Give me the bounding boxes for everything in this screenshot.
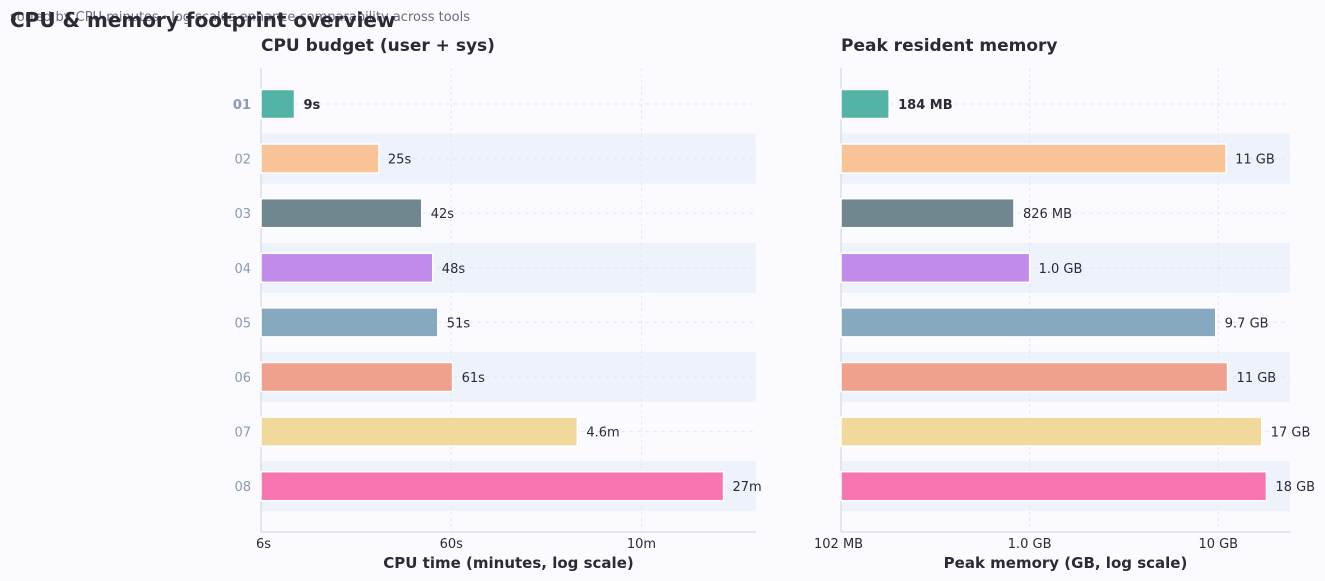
bar	[840, 197, 1015, 229]
category-label: 06	[234, 371, 251, 386]
value-label: 61s	[462, 371, 486, 386]
value-label: 48s	[442, 262, 466, 277]
chart-title: CPU & memory footprint overview	[10, 8, 396, 32]
bar	[840, 361, 1229, 393]
bar	[840, 88, 890, 120]
value-label: 9s	[303, 98, 320, 113]
bar	[260, 361, 454, 393]
value-label: 17 GB	[1271, 426, 1311, 441]
bar	[840, 470, 1268, 502]
bar	[260, 470, 725, 502]
x-tick-label: 6s	[256, 537, 271, 552]
bar	[260, 197, 423, 229]
value-label: 27m	[733, 480, 762, 495]
value-label: 4.6m	[586, 426, 619, 441]
x-tick-label: 60s	[440, 537, 464, 552]
category-label: 03	[234, 207, 251, 222]
bar	[260, 143, 380, 174]
value-label: 18 GB	[1275, 480, 1315, 495]
category-label: 02	[234, 153, 251, 168]
panel-title: Peak resident memory	[841, 36, 1058, 56]
value-label: 42s	[431, 207, 455, 222]
x-tick-label: 102 MB	[814, 537, 863, 552]
value-label: 25s	[388, 153, 412, 168]
bar	[840, 252, 1031, 284]
category-label: 04	[234, 262, 251, 277]
panel-title: CPU budget (user + sys)	[261, 36, 495, 56]
value-label: 826 MB	[1023, 207, 1072, 222]
x-tick-label: 10 GB	[1198, 537, 1238, 552]
value-label: 11 GB	[1237, 371, 1277, 386]
bar	[260, 416, 579, 447]
bar	[840, 416, 1263, 447]
x-tick-label: 1.0 GB	[1008, 537, 1052, 552]
value-label: 9.7 GB	[1225, 316, 1269, 331]
bar	[840, 307, 1217, 338]
category-label: 05	[234, 316, 251, 331]
chart-subtitle: sorted by CPU minutes · log scales enhan…	[10, 10, 471, 25]
x-axis-label: CPU time (minutes, log scale)	[383, 554, 633, 572]
x-axis-label: Peak memory (GB, log scale)	[944, 554, 1188, 572]
value-label: 51s	[447, 316, 471, 331]
bar	[260, 252, 434, 284]
value-label: 184 MB	[898, 98, 953, 113]
bar	[260, 307, 439, 338]
bar	[840, 143, 1227, 174]
x-tick-label: 10m	[627, 537, 656, 552]
category-label: 07	[234, 426, 251, 441]
category-label: 08	[234, 480, 251, 495]
category-label: 01	[233, 98, 251, 113]
bar	[260, 88, 296, 120]
value-label: 11 GB	[1235, 153, 1275, 168]
value-label: 1.0 GB	[1039, 262, 1083, 277]
